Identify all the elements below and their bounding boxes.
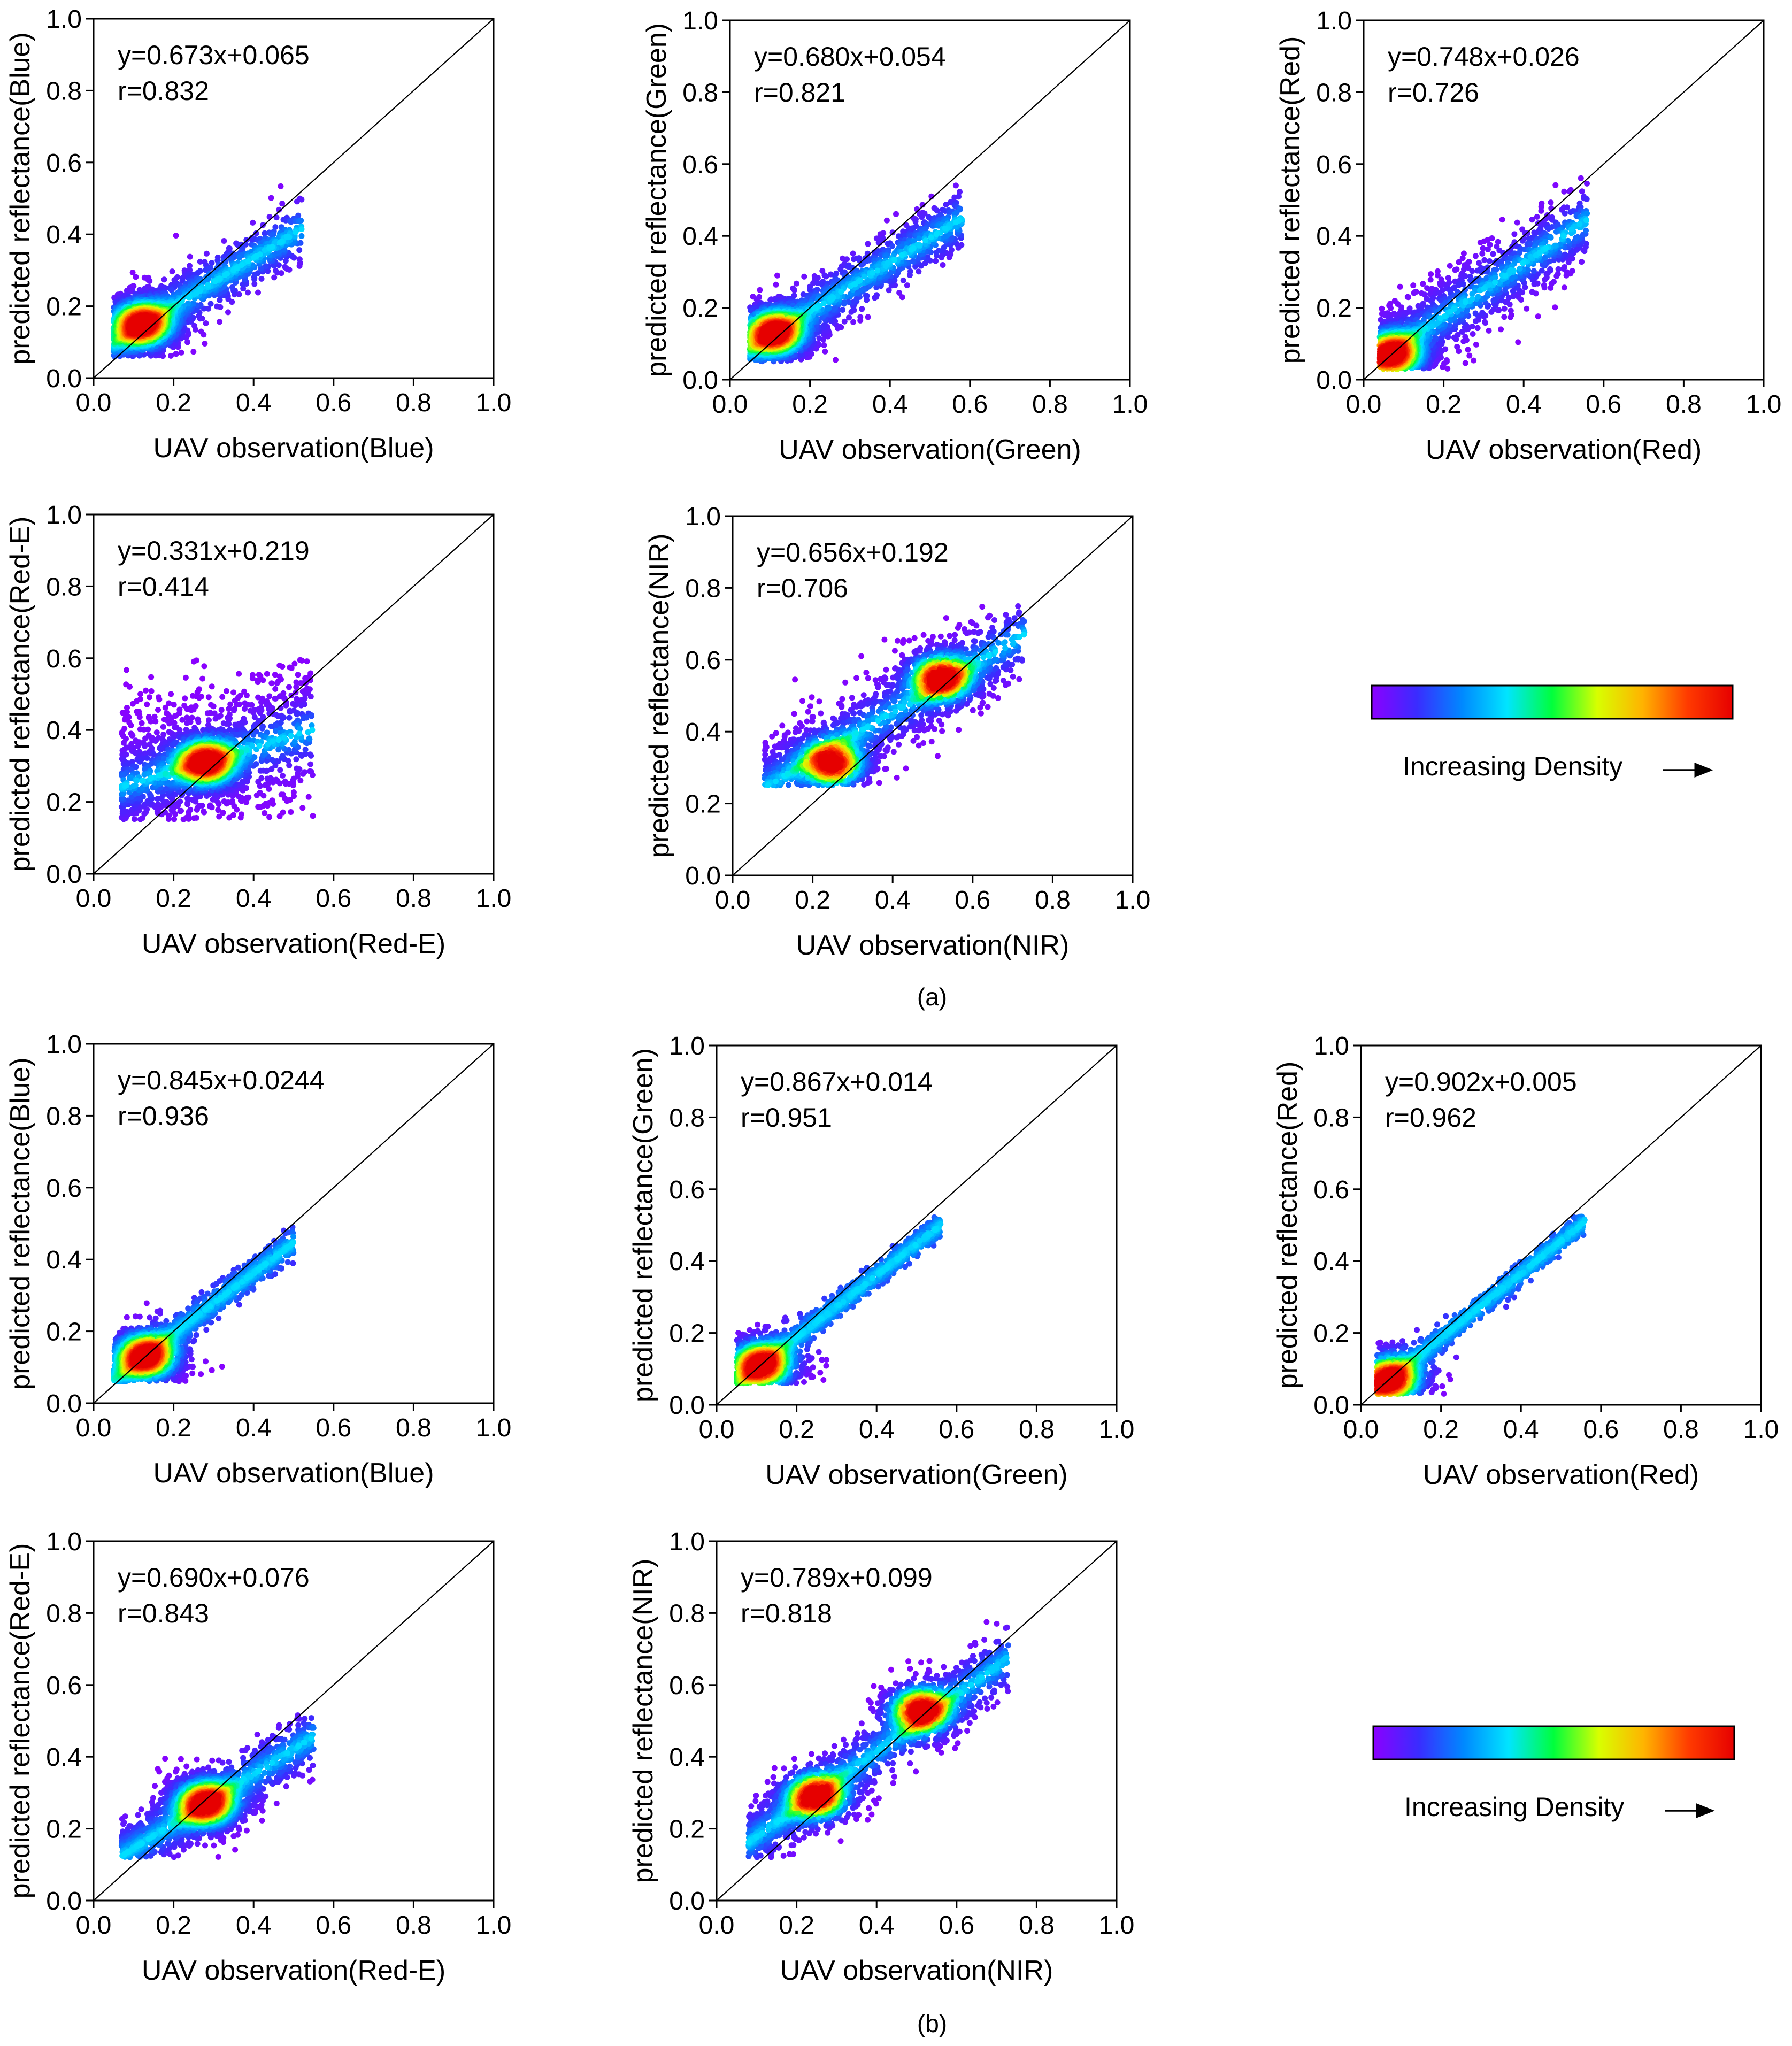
scatter-point (204, 251, 210, 257)
scatter-point (173, 233, 179, 239)
scatter-point (187, 254, 193, 260)
scatter-point (205, 282, 211, 288)
scatter-point (234, 265, 240, 271)
scatter-point (214, 304, 220, 310)
scatter-point (195, 270, 201, 276)
scatter-point (217, 319, 222, 325)
scatter-point (203, 320, 209, 326)
scatter-point (253, 253, 259, 259)
figure-canvas: 0.00.00.20.20.40.40.60.60.80.81.01.0UAV … (0, 0, 1792, 2046)
scatter-point (170, 268, 175, 274)
scatter-point (198, 329, 204, 335)
scatter-point (293, 229, 298, 235)
scatter-point (222, 272, 228, 278)
scatter-point (173, 351, 179, 357)
scatter-point (168, 353, 174, 359)
scatter-point (268, 195, 274, 201)
scatter-point (271, 274, 277, 280)
scatter-point (259, 276, 265, 282)
scatter-point (212, 278, 218, 284)
scatter-point (279, 201, 285, 206)
scatter-points (111, 183, 305, 359)
scatter-point (298, 197, 304, 203)
scatter-point (194, 290, 199, 296)
scatter-point (186, 295, 191, 301)
scatter-point (298, 218, 304, 224)
scatter-point (297, 256, 303, 262)
scatter-point (278, 183, 284, 189)
scatter-point (221, 238, 227, 244)
scatter-point (284, 234, 290, 240)
scatter-point (239, 262, 245, 268)
scatter-point (179, 350, 184, 356)
scatter-point (299, 226, 305, 232)
scatter-point (207, 265, 213, 271)
scatter-point (190, 349, 196, 355)
scatter-point (147, 278, 152, 284)
scatter-point (245, 290, 251, 296)
scatter-point (279, 239, 284, 244)
scatter-point (255, 290, 261, 296)
scatter-point (133, 274, 139, 280)
scatter-point (298, 233, 304, 239)
scatter-point (282, 264, 288, 270)
scatter-point (270, 244, 275, 250)
scatter-point (273, 268, 279, 274)
scatter-point (250, 220, 256, 226)
scatter-point (208, 301, 214, 307)
scatter-point (252, 272, 258, 278)
scatter-point (161, 276, 167, 282)
scatter-point (202, 341, 207, 347)
scatter-point (225, 309, 231, 315)
scatter-plots: 0.00.00.20.20.40.40.60.60.80.81.01.0UAV … (5, 5, 1781, 1986)
scatter-point (296, 247, 302, 253)
scatter-point (271, 232, 276, 237)
scatter-point (245, 258, 251, 264)
scatter-plot-0: 0.00.00.20.20.40.40.60.60.80.81.01.0UAV … (5, 5, 511, 464)
